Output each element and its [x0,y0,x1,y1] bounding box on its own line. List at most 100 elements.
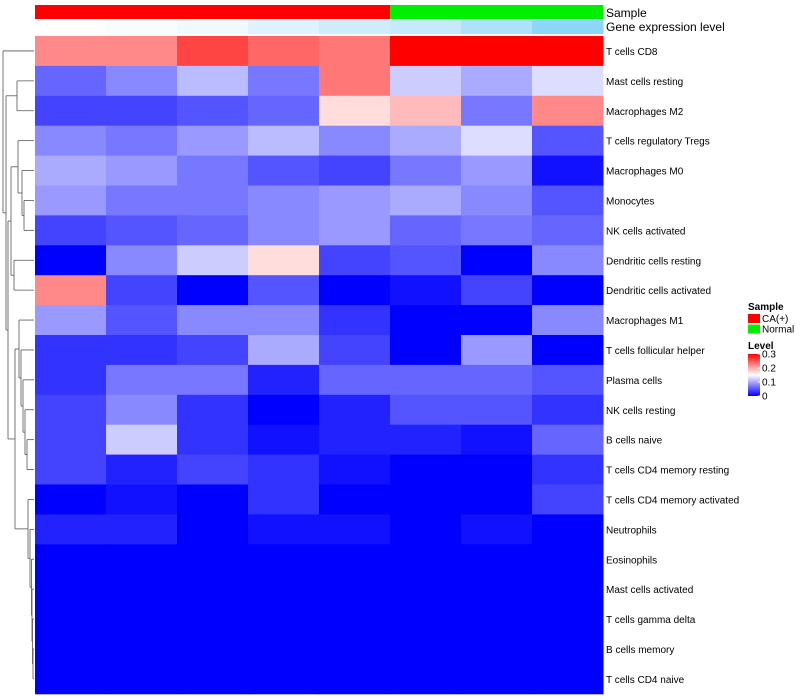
heatmap-cell [35,424,107,456]
heatmap-cell [461,335,533,366]
heatmap-cell [248,155,320,186]
heatmap-cell [390,275,462,306]
heatmap-cell [106,275,178,306]
heatmap-cell [106,215,178,246]
heatmap-cell [532,36,604,67]
heatmap-cell [319,604,391,635]
heatmap-cell [177,634,249,665]
heatmap-cell [177,394,249,426]
heatmap-cell [248,634,320,665]
gene-annotation-label: Gene expression level [606,20,725,34]
row-label: Mast cells activated [606,585,693,596]
heatmap-cell [35,275,107,306]
heatmap-cell [532,484,604,515]
gene-expression-cell [35,20,107,34]
heatmap-cell [319,125,391,157]
row-label: Monocytes [606,196,654,207]
legend-level-title: Level [748,341,774,352]
heatmap-cell [461,604,533,635]
heatmap-cell [390,185,462,216]
sample-annotation-label: Sample [606,6,647,20]
heatmap-cell [35,574,107,605]
heatmap-cell [177,663,249,695]
heatmap-cell [461,125,533,157]
heatmap-cell [177,125,249,157]
row-label: Dendritic cells resting [606,256,701,267]
row-label: Neutrophils [606,525,657,536]
heatmap-cell [461,574,533,605]
heatmap-cell [35,185,107,216]
row-label: Macrophages M2 [606,107,684,118]
sample-annotation-cell [461,5,533,19]
heatmap-cell [177,424,249,456]
row-label: NK cells activated [606,226,685,237]
heatmap-cell [177,95,249,127]
heatmap-cell [532,95,604,127]
heatmap-cell [461,275,533,306]
heatmap-cell [248,125,320,157]
gene-expression-cell [177,20,249,34]
heatmap-cell [532,424,604,456]
legend-level-ticks: 0.3 0.2 0.1 0 [758,350,776,403]
heatmap-cell [532,604,604,635]
row-label: Mast cells resting [606,77,683,88]
heatmap-cell [106,514,178,545]
heatmap-cell [319,185,391,216]
heatmap-cell [390,95,462,127]
heatmap-cell [461,394,533,426]
heatmap-cell [106,95,178,127]
heatmap-cell [177,36,249,67]
row-dendrogram [2,50,34,680]
heatmap-cell [532,125,604,157]
heatmap-cell [248,424,320,456]
heatmap-cell [35,155,107,186]
heatmap-cell [319,454,391,485]
heatmap-cell [248,514,320,545]
sample-annotation-cell [35,5,107,19]
sample-annotation-cell [532,5,604,19]
heatmap-cell [461,155,533,186]
legend-level-tick-label: 0.3 [762,350,776,361]
heatmap-cell [248,544,320,575]
row-label: Macrophages M0 [606,167,684,178]
heatmap-cell [106,335,178,366]
heatmap-cell [390,604,462,635]
heatmap-cell [248,215,320,246]
heatmap-cell [35,245,107,276]
heatmap-cell [532,544,604,575]
heatmap-cell [106,394,178,426]
legend-sample-label: Normal [762,325,794,336]
heatmap-cell [532,663,604,695]
heatmap-cell [177,215,249,246]
heatmap-cell [248,454,320,485]
legend-level-tick-label: 0 [762,392,768,403]
heatmap-cells [35,36,604,695]
heatmap-cell [177,544,249,575]
heatmap-cell [461,185,533,216]
heatmap-cell [35,484,107,515]
heatmap-cell [319,245,391,276]
heatmap-cell [35,305,107,336]
heatmap-cell [461,36,533,67]
heatmap-cell [248,604,320,635]
heatmap-cell [390,125,462,157]
heatmap-cell [248,65,320,97]
row-label: Macrophages M1 [606,316,684,327]
gene-expression-cell [461,20,533,34]
heatmap-cell [461,364,533,396]
legend: Sample CA(+)Normal Level 0.3 0.2 0.1 0 [748,302,794,403]
heatmap-cell [319,634,391,665]
heatmap-cell [390,514,462,545]
heatmap-cell [390,305,462,336]
heatmap-cell [35,335,107,366]
heatmap-cell [319,155,391,186]
heatmap-cell [532,364,604,396]
row-label: T cells follicular helper [606,346,705,357]
heatmap-cell [461,65,533,97]
heatmap-cell [390,65,462,97]
heatmap-cell [532,335,604,366]
heatmap-cell [461,245,533,276]
legend-level-tick-label: 0.2 [762,364,776,375]
heatmap-cell [35,514,107,545]
